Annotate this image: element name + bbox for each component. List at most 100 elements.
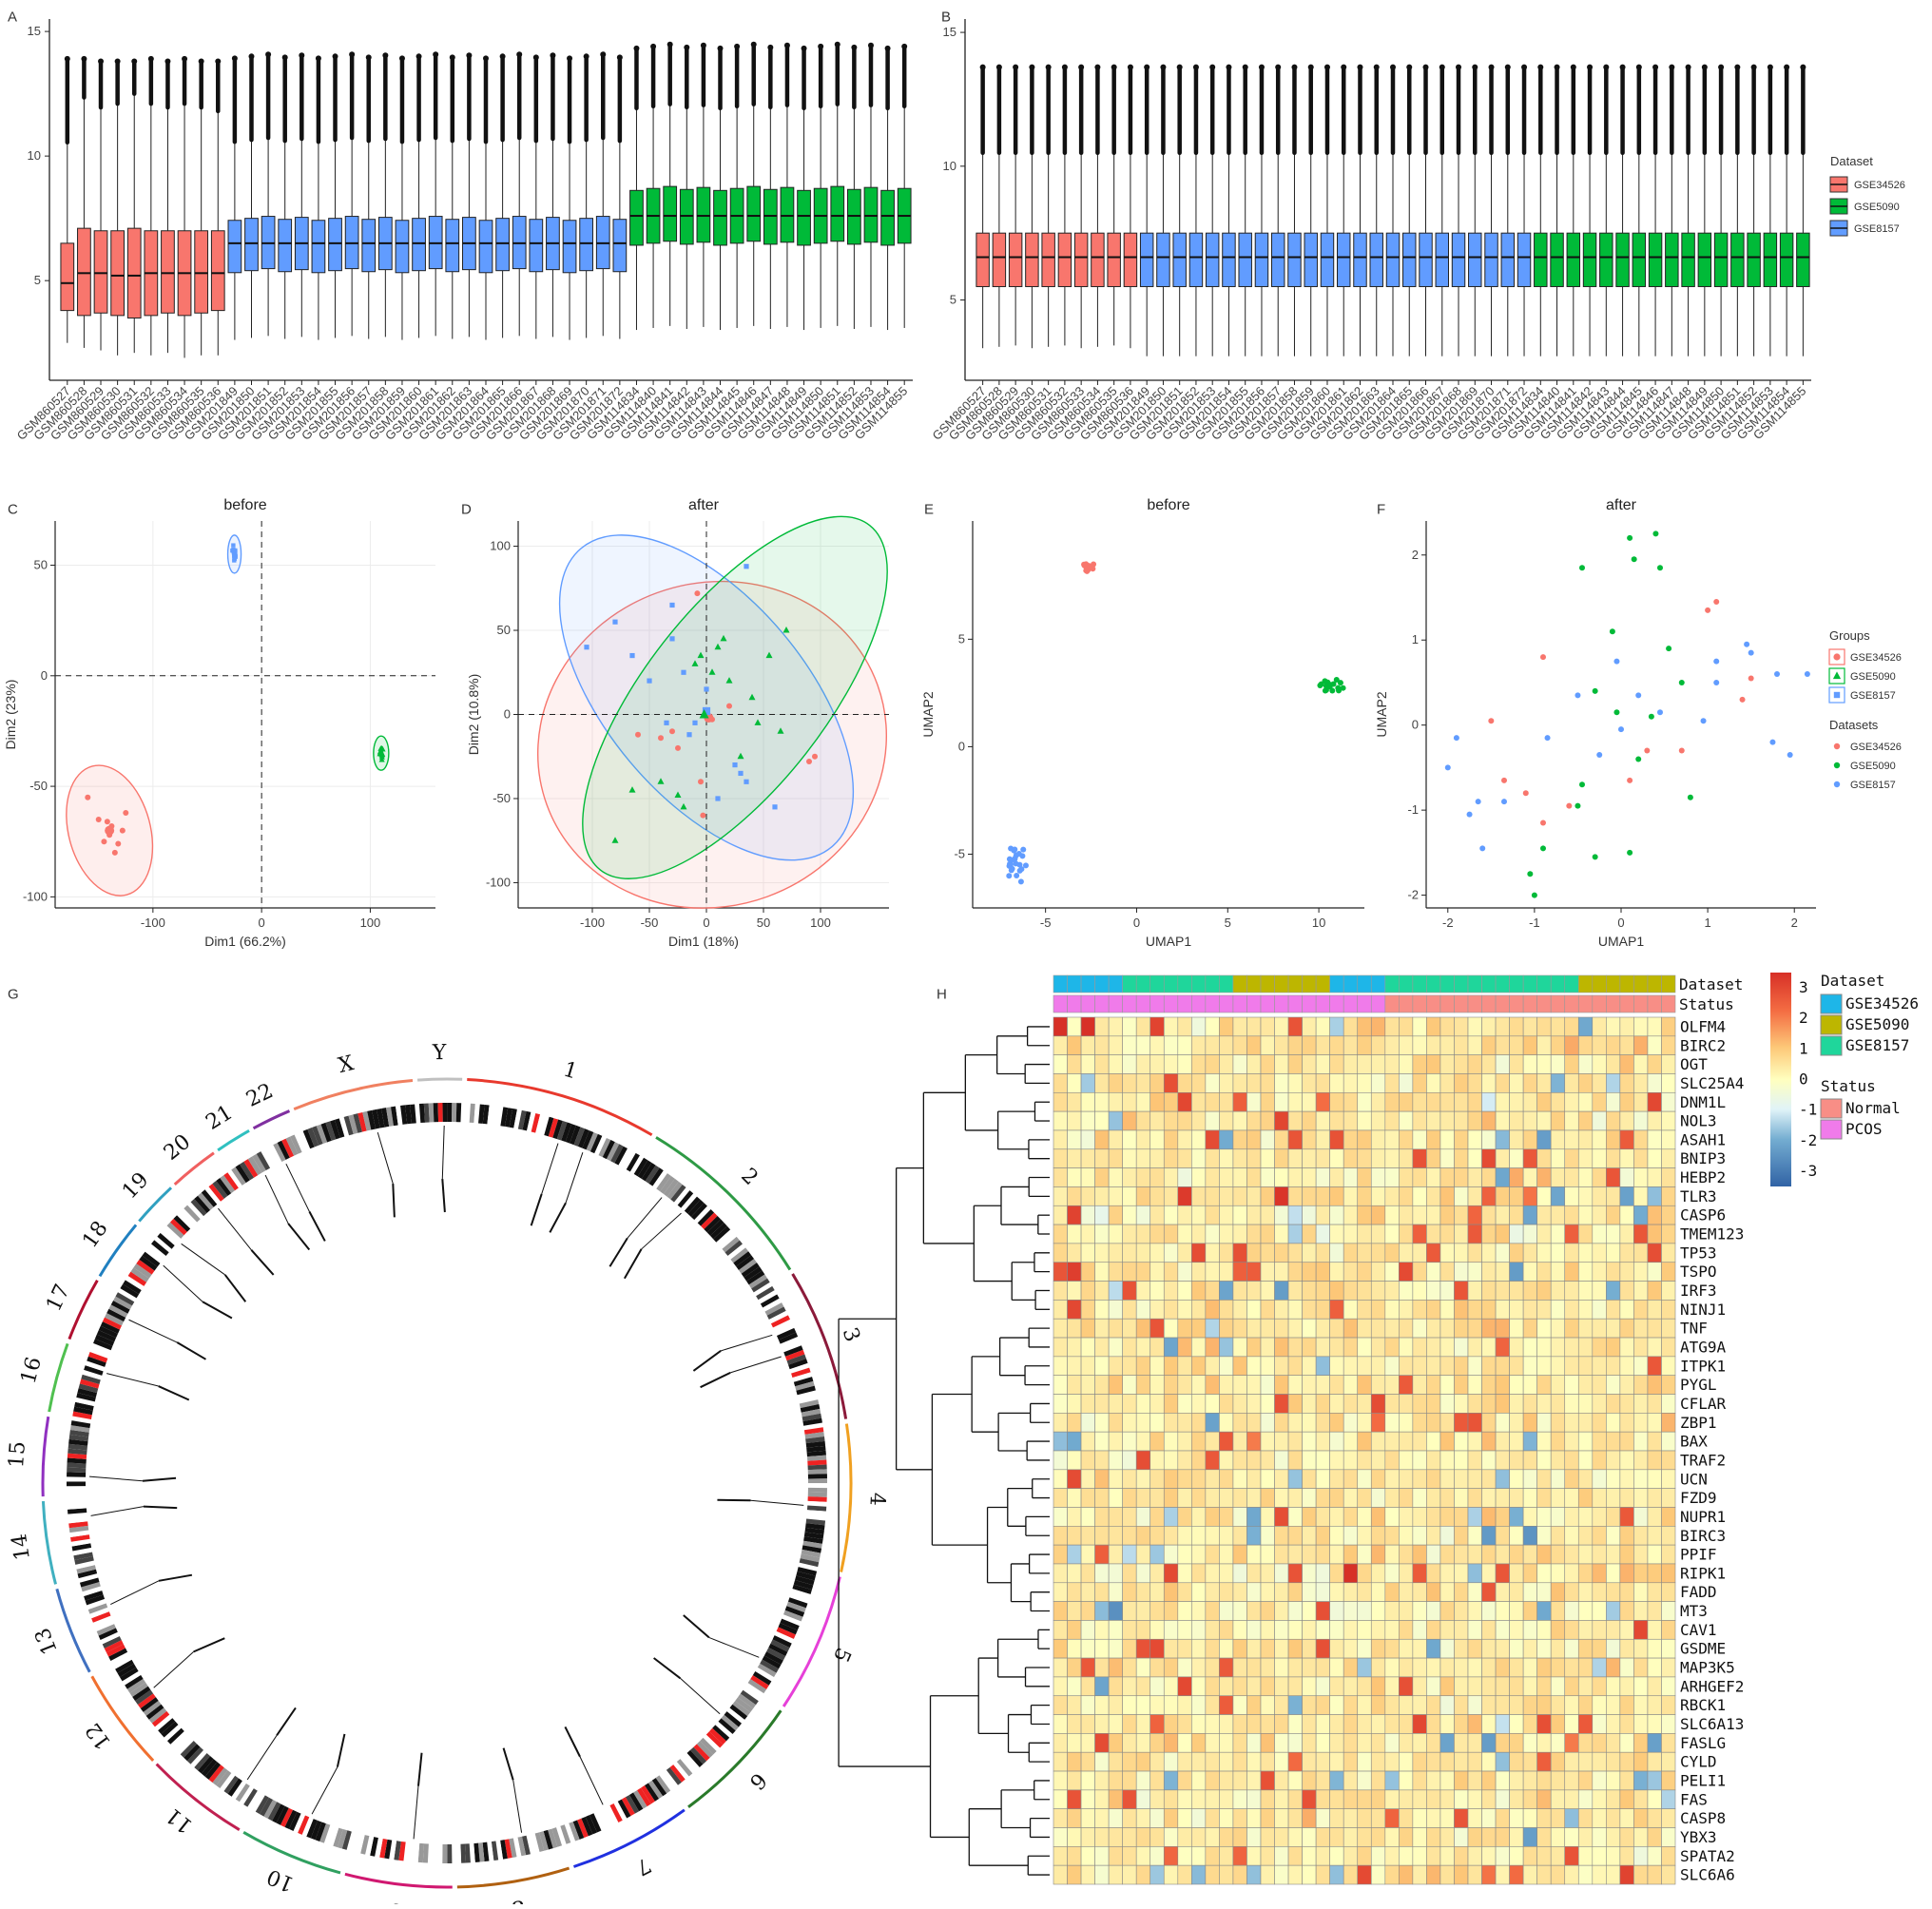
legend-key-marker-GSE34526: [1833, 653, 1841, 661]
chromosome-arc: [242, 1830, 341, 1875]
box-GSM860529: [93, 58, 108, 351]
heatmap-cell: [1439, 1431, 1455, 1452]
heatmap-cell: [1619, 1016, 1634, 1037]
heatmap-cell: [1606, 1864, 1621, 1885]
box-outlier-max: [81, 55, 87, 62]
heatmap-cell: [1191, 1413, 1207, 1433]
heatmap-cell: [1536, 1054, 1552, 1074]
heatmap-cell: [1274, 1054, 1289, 1074]
box-GSM114840: [1550, 64, 1564, 357]
chromosome-label-12: 12: [81, 1718, 116, 1753]
heatmap-cell: [1219, 1413, 1234, 1433]
heatmap-cell: [1177, 1450, 1192, 1471]
heatmap-cell: [1287, 1864, 1303, 1885]
ideogram-band: [84, 1365, 104, 1376]
ideogram-band: [442, 1103, 448, 1123]
heatmap-cell: [1232, 1262, 1247, 1282]
heatmap-cell: [1536, 1262, 1552, 1282]
chromosome-label-5: 5: [828, 1644, 856, 1666]
heatmap-cell: [1329, 1676, 1344, 1697]
heatmap-cell: [1647, 1035, 1662, 1055]
heatmap-cell: [1053, 1224, 1068, 1244]
box-iqr: [1500, 232, 1516, 287]
ideogram-band: [548, 1828, 558, 1849]
heatmap-cell: [1509, 1092, 1524, 1112]
ideogram-band: [701, 1212, 718, 1229]
heatmap-cell: [1122, 1281, 1137, 1301]
heatmap-cell: [1467, 1563, 1482, 1584]
heatmap-cell: [1509, 1733, 1524, 1753]
y-tick-label: -5: [954, 846, 965, 860]
heatmap-cell: [1577, 1318, 1594, 1339]
heatmap-cell: [1205, 1356, 1220, 1376]
y-tick-label: 0: [504, 707, 511, 722]
heatmap-cell: [1246, 1262, 1262, 1282]
box-outlier-max: [164, 58, 171, 65]
ideogram-band: [145, 1247, 164, 1263]
heatmap-cell: [1274, 1657, 1289, 1678]
heatmap-cell: [1495, 1337, 1510, 1358]
box-iqr: [361, 219, 377, 273]
ideogram-band: [722, 1236, 740, 1253]
heatmap-cell: [1550, 1337, 1566, 1358]
ideogram-band: [766, 1306, 786, 1320]
heatmap-cell: [1647, 1318, 1662, 1339]
heatmap-cell: [1067, 1337, 1082, 1358]
heatmap-cell: [1426, 1751, 1441, 1772]
point-gse8157: [1008, 867, 1014, 874]
heatmap-cell: [1661, 1751, 1676, 1772]
heatmap-cell: [1399, 1035, 1414, 1055]
heatmap-cell: [1509, 1300, 1524, 1320]
heatmap-cell: [1274, 1167, 1289, 1187]
legend-label-dataset-GSE8157: GSE8157: [1850, 780, 1896, 791]
heatmap-cell: [1094, 1035, 1110, 1055]
heatmap-cell: [1287, 1129, 1303, 1150]
panel-letters: A BC D E FG H: [8, 9, 1385, 1002]
heatmap-cell: [1357, 1167, 1372, 1187]
gene-label-IRF3: IRF3: [1680, 1282, 1717, 1300]
annotation-dataset-cell: [1647, 974, 1662, 993]
heatmap-cell: [1467, 1601, 1482, 1621]
heatmap-cell: [1633, 1789, 1649, 1809]
heatmap-cell: [1191, 1770, 1207, 1791]
ideogram-band: [763, 1651, 783, 1666]
heatmap-cell: [1343, 1770, 1359, 1791]
heatmap-cell: [1481, 1695, 1497, 1715]
heatmap-cell: [1357, 1073, 1372, 1093]
heatmap-cell: [1592, 1073, 1607, 1093]
heatmap-cell: [1439, 1770, 1455, 1791]
ideogram-band: [310, 1820, 322, 1841]
ideogram-band: [68, 1438, 88, 1446]
heatmap-cell: [1232, 1808, 1247, 1828]
heatmap-cell: [1135, 1864, 1151, 1885]
heatmap-cell: [1509, 1205, 1524, 1225]
gene-glyph: [176, 1341, 206, 1360]
point-gse34526: [1644, 747, 1651, 754]
heatmap-cell: [1412, 1676, 1427, 1697]
heatmap-cell: [1080, 1337, 1095, 1358]
heatmap-cell: [1399, 1469, 1414, 1489]
heatmap-cell: [1439, 1300, 1455, 1320]
chromosome-arc: [687, 1709, 782, 1808]
heatmap-row-CFLAR: [1053, 1394, 1676, 1414]
ideogram-band: [784, 1606, 805, 1617]
heatmap-cell: [1357, 1827, 1372, 1847]
heatmap-cell: [1522, 1167, 1537, 1187]
annotation-status-cell: [1439, 994, 1455, 1013]
y-tick-label: -1: [1407, 802, 1419, 817]
heatmap-cell: [1536, 1488, 1552, 1508]
heatmap-cell: [1647, 1601, 1662, 1621]
heatmap-cell: [1219, 1563, 1234, 1584]
heatmap-cell: [1274, 1488, 1289, 1508]
ideogram-band: [660, 1175, 675, 1194]
heatmap-cell: [1302, 1016, 1317, 1037]
heatmap-cell: [1108, 1318, 1123, 1339]
gene-label-ZBP1: ZBP1: [1680, 1414, 1717, 1432]
heatmap-cell: [1329, 1281, 1344, 1301]
point-gse34526: [111, 849, 118, 856]
heatmap-cell: [1647, 1770, 1662, 1791]
point-gse8157: [1618, 726, 1624, 733]
ideogram-band: [132, 1686, 151, 1701]
ideogram-band: [147, 1244, 166, 1260]
ideogram-band: [807, 1474, 827, 1479]
